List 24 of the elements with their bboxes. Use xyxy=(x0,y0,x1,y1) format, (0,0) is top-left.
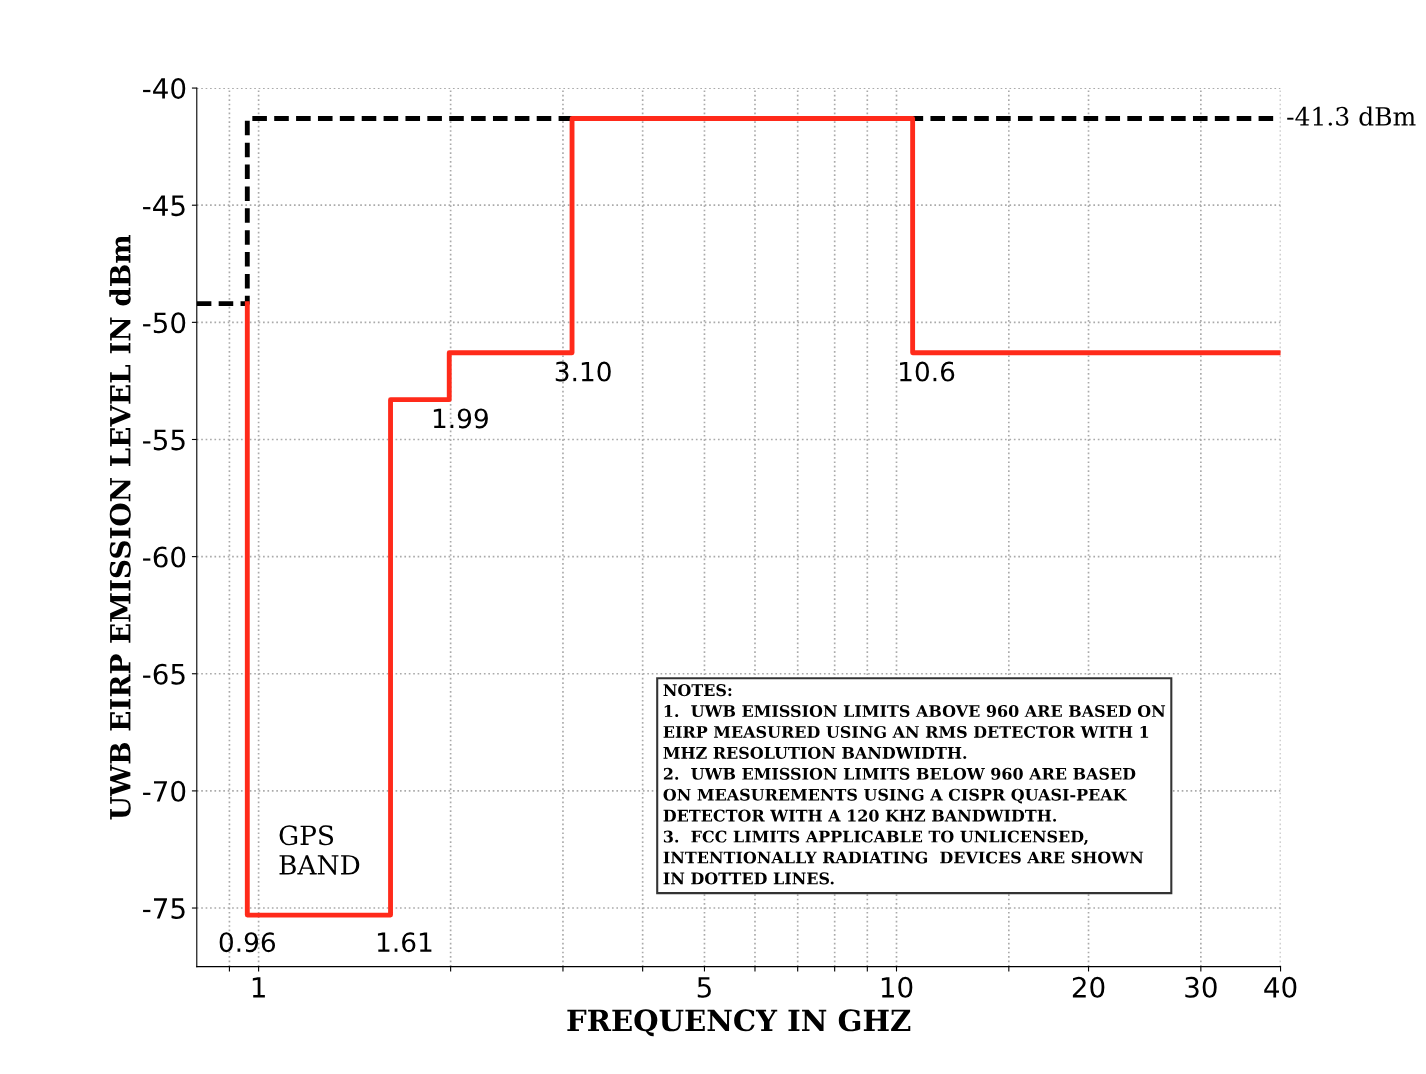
y-tick-label: -45 xyxy=(143,195,185,217)
x-tick-label: 30 xyxy=(1185,976,1217,998)
annotation: 10.6 xyxy=(900,361,955,382)
x-tick-label: 5 xyxy=(697,977,711,998)
y-tick-label: -40 xyxy=(143,78,186,100)
annotation: 1.61 xyxy=(377,932,432,953)
annotation: GPS BAND xyxy=(279,825,360,875)
x-tick-label: 10 xyxy=(881,976,913,998)
annotation: 3.10 xyxy=(555,361,611,382)
x-tick-label: 20 xyxy=(1072,976,1105,998)
y-tick-label: -65 xyxy=(143,663,185,685)
x-tick-label: 40 xyxy=(1264,976,1297,998)
y-tick-label: -60 xyxy=(143,546,186,568)
y-tick-label: -70 xyxy=(143,780,186,802)
y-tick-label: -55 xyxy=(143,429,185,451)
text: NOTES: 1. UWB EMISSION LIMITS ABOVE 960 ARE BASED ON EIRP MEASURED USING AN RMS DETECTOR WITH 1 MHZ RESOLUTION BANDWIDTH. 2. UWB EMISSION LIMITS BELOW 960 ARE BASED ON MEASUREMENTS USING A CISPR QUASI-PEAK DETECTOR WITH A 120 KHZ BANDWIDTH. 3. FCC LIMITS APPLICABLE TO UNLICENSED, INTENTIONALLY RADIATING DEVICES ARE SHOWN IN DOTTED LINES. xyxy=(663,684,1166,885)
annotation: 1.99 xyxy=(433,408,488,429)
y-tick-label: -75 xyxy=(143,898,185,919)
x-tick-label: 1 xyxy=(252,977,265,998)
y-tick-label: -50 xyxy=(143,312,186,334)
annotation: -41.3 dBm xyxy=(1287,106,1416,126)
x-axis-title: FREQUENCY IN GHZ xyxy=(567,1009,911,1037)
annotation: 0.96 xyxy=(219,932,276,953)
y-axis-title: UWB EIRP EMISSION LEVEL IN dBm xyxy=(109,234,131,820)
